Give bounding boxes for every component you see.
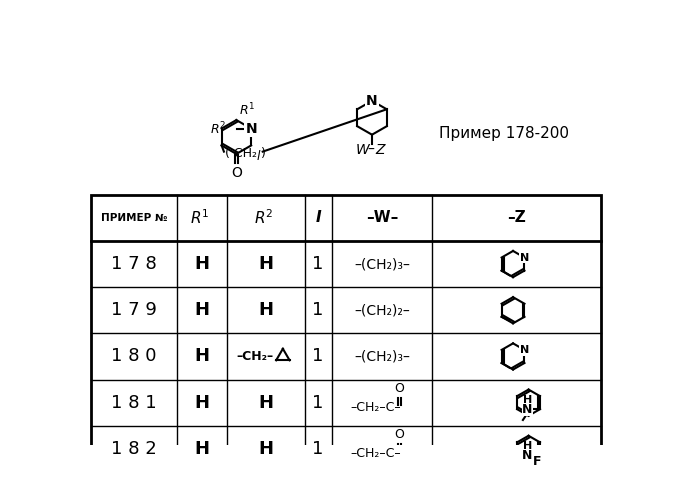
- Text: –CH₂–C–: –CH₂–C–: [351, 447, 401, 460]
- Text: 1: 1: [312, 348, 324, 366]
- Text: O: O: [394, 382, 404, 395]
- Text: H: H: [194, 301, 209, 320]
- Text: 1: 1: [312, 255, 324, 273]
- Text: N: N: [522, 449, 533, 462]
- Text: H: H: [258, 301, 273, 320]
- Text: –Z: –Z: [507, 210, 527, 226]
- Text: l: l: [256, 150, 260, 163]
- Text: $R^2$: $R^2$: [254, 208, 273, 227]
- Text: H: H: [194, 394, 209, 411]
- Text: H: H: [258, 394, 273, 411]
- Text: –CH₂–C–: –CH₂–C–: [351, 401, 401, 414]
- Text: $R^2$: $R^2$: [210, 120, 226, 137]
- Text: 1 7 8: 1 7 8: [111, 255, 157, 273]
- Text: ( CH₂ ): ( CH₂ ): [226, 146, 267, 160]
- Text: N: N: [366, 94, 378, 108]
- Text: 1 8 0: 1 8 0: [111, 348, 157, 366]
- Text: N: N: [520, 345, 529, 355]
- Text: Пример 178-200: Пример 178-200: [439, 126, 569, 140]
- Text: –(CH₂)₃–: –(CH₂)₃–: [354, 350, 410, 364]
- Text: 1 8 2: 1 8 2: [111, 440, 157, 458]
- Text: ПРИМЕР №: ПРИМЕР №: [101, 213, 167, 223]
- Text: H: H: [258, 440, 273, 458]
- Text: W: W: [356, 143, 370, 157]
- Text: –W–: –W–: [366, 210, 398, 226]
- Text: 1: 1: [312, 440, 324, 458]
- Text: H: H: [258, 255, 273, 273]
- Text: O: O: [394, 428, 404, 441]
- Text: 1: 1: [312, 394, 324, 411]
- Text: O: O: [231, 166, 242, 180]
- Text: F: F: [533, 456, 541, 468]
- Text: 1 7 9: 1 7 9: [111, 301, 157, 320]
- Text: $R^1$: $R^1$: [190, 208, 209, 227]
- Text: –: –: [367, 143, 374, 157]
- Bar: [91, 194, 602, 472]
- Text: Z: Z: [375, 143, 385, 157]
- Text: N: N: [522, 402, 533, 415]
- Text: $R^1$: $R^1$: [239, 102, 256, 118]
- Text: 1: 1: [312, 301, 324, 320]
- Text: H: H: [523, 395, 532, 405]
- Text: 1 8 1: 1 8 1: [111, 394, 157, 411]
- Text: N: N: [520, 252, 529, 262]
- Text: H: H: [194, 348, 209, 366]
- Text: H: H: [194, 255, 209, 273]
- Text: H: H: [194, 440, 209, 458]
- Text: N: N: [246, 122, 257, 136]
- Text: H: H: [523, 441, 532, 451]
- Text: –(CH₂)₂–: –(CH₂)₂–: [354, 303, 410, 318]
- Text: –CH₂–: –CH₂–: [237, 350, 273, 363]
- Text: –(CH₂)₃–: –(CH₂)₃–: [354, 257, 410, 271]
- Text: I: I: [315, 210, 321, 226]
